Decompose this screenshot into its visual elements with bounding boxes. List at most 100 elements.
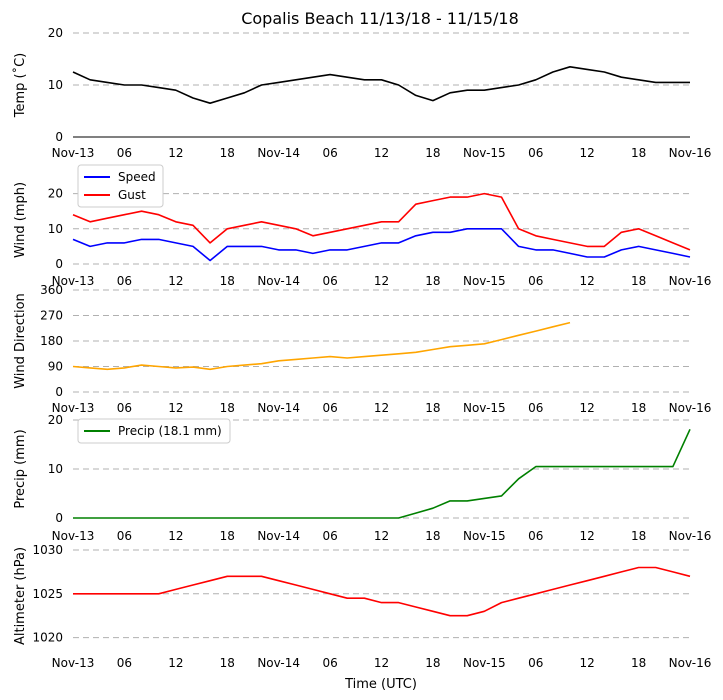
wind-y-tick-label: 0 <box>55 257 63 271</box>
wind-x-tick-label: Nov-16 <box>669 274 712 288</box>
altimeter-series-line-altimeter <box>73 566 691 617</box>
wind-legend-box <box>77 164 164 208</box>
direction-x-tick-label: Nov-15 <box>463 401 506 415</box>
wind-x-tick-label: Nov-15 <box>463 274 506 288</box>
precip-legend-label: Precip (18.1 mm) <box>118 424 222 438</box>
direction-x-tick-label: 18 <box>631 401 646 415</box>
temp-x-tick-label: Nov-14 <box>257 146 300 160</box>
altimeter-panel: 1020 1025 1030 Nov-13 06 12 18 Nov-14 06 12 18 Nov-… <box>13 543 711 670</box>
altimeter-x-tick-label: Nov-15 <box>463 656 506 670</box>
wind-y-tick-label: 10 <box>48 222 63 236</box>
precip-x-tick-label: 12 <box>580 529 595 543</box>
precip-legend-box <box>77 418 231 444</box>
precip-x-tick-label: 12 <box>374 529 389 543</box>
temp-x-tick-label: 18 <box>425 146 440 160</box>
temp-x-tick-label: 18 <box>220 146 235 160</box>
direction-x-tick-label: 06 <box>322 401 337 415</box>
altimeter-y-axis-label: Altimeter (hPa) <box>13 547 28 645</box>
wind-x-tick-label: 06 <box>117 274 132 288</box>
temp-x-tick-label: 12 <box>168 146 183 160</box>
direction-x-tick-label: Nov-16 <box>669 401 712 415</box>
direction-x-tick-label: 18 <box>220 401 235 415</box>
temp-x-tick-label: 12 <box>580 146 595 160</box>
direction-x-tick-label: Nov-14 <box>257 401 300 415</box>
altimeter-x-tick-label: Nov-14 <box>257 656 300 670</box>
altimeter-x-tick-label: 12 <box>580 656 595 670</box>
temp-x-tick-label: Nov-15 <box>463 146 506 160</box>
altimeter-x-tick-label: 12 <box>168 656 183 670</box>
precip-x-tick-label: 18 <box>425 529 440 543</box>
direction-x-tick-label: 12 <box>374 401 389 415</box>
precip-x-tick-label: 06 <box>528 529 543 543</box>
altimeter-x-tick-label: Nov-16 <box>669 656 712 670</box>
temp-panel: 0 10 20 Nov-13 06 12 18 Nov-14 06 12 18 Nov-15 06 12 1… <box>12 26 711 160</box>
direction-y-axis-label: Wind Direction <box>13 293 28 389</box>
precip-y-tick-label: 0 <box>55 511 63 525</box>
altimeter-x-tick-label: 18 <box>425 656 440 670</box>
temp-x-tick-label: 06 <box>528 146 543 160</box>
precip-series-line-precip-18-1-mm- <box>73 428 691 519</box>
direction-y-tick-label: 180 <box>40 334 63 348</box>
wind-series-line-gust <box>72 192 691 251</box>
temp-y-tick-label: 20 <box>48 26 63 40</box>
wind-panel: 0 10 20 Nov-13 06 12 18 Nov-14 06 12 18 Nov-15 06 12 1… <box>13 164 712 288</box>
wind-x-tick-label: 18 <box>425 274 440 288</box>
wind-x-tick-label: Nov-13 <box>52 274 95 288</box>
wind-x-tick-label: 12 <box>168 274 183 288</box>
precip-x-tick-label: 12 <box>168 529 183 543</box>
precip-x-tick-label: 06 <box>117 529 132 543</box>
direction-x-tick-label: 12 <box>168 401 183 415</box>
wind-x-tick-label: 18 <box>631 274 646 288</box>
direction-x-tick-label: 18 <box>425 401 440 415</box>
altimeter-x-tick-label: 06 <box>528 656 543 670</box>
wind-x-tick-label: 06 <box>322 274 337 288</box>
precip-y-tick-label: 20 <box>48 413 63 427</box>
chart-title: Copalis Beach 11/13/18 - 11/15/18 <box>241 9 519 28</box>
direction-x-tick-label: 06 <box>117 401 132 415</box>
temp-y-axis-label: Temp (˚C) <box>12 53 28 119</box>
temp-x-tick-label: 06 <box>117 146 132 160</box>
direction-x-tick-label: 06 <box>528 401 543 415</box>
altimeter-x-tick-label: 18 <box>220 656 235 670</box>
temp-x-tick-label: 06 <box>322 146 337 160</box>
altimeter-x-tick-label: 18 <box>631 656 646 670</box>
altimeter-x-tick-label: 12 <box>374 656 389 670</box>
temp-x-tick-label: Nov-13 <box>52 146 95 160</box>
temp-y-tick-label: 10 <box>48 78 63 92</box>
precip-panel: 0 10 20 Nov-13 06 12 18 Nov-14 06 12 18 Nov-15 06 12 1… <box>13 413 711 543</box>
precip-x-tick-label: Nov-14 <box>257 529 300 543</box>
direction-x-tick-label: 12 <box>580 401 595 415</box>
altimeter-y-tick-label: 1020 <box>32 631 63 645</box>
wind-x-tick-label: Nov-14 <box>257 274 300 288</box>
precip-x-tick-label: Nov-13 <box>52 529 95 543</box>
wind-y-axis-label: Wind (mph) <box>13 182 28 258</box>
direction-y-tick-label: 90 <box>48 360 63 374</box>
wind-x-tick-label: 06 <box>528 274 543 288</box>
temp-y-tick-label: 0 <box>55 130 63 144</box>
altimeter-y-tick-label: 1030 <box>32 543 63 557</box>
temp-x-tick-label: 12 <box>374 146 389 160</box>
precip-x-tick-label: 06 <box>322 529 337 543</box>
altimeter-x-tick-label: 06 <box>322 656 337 670</box>
precip-x-tick-label: Nov-16 <box>669 529 712 543</box>
precip-x-tick-label: 18 <box>631 529 646 543</box>
precip-x-tick-label: Nov-15 <box>463 529 506 543</box>
x-axis-label: Time (UTC) <box>344 677 417 692</box>
wind-x-tick-label: 18 <box>220 274 235 288</box>
wind-legend-label: Gust <box>118 188 146 202</box>
altimeter-y-tick-label: 1025 <box>32 587 63 601</box>
precip-y-axis-label: Precip (mm) <box>13 429 28 508</box>
precip-x-tick-label: 18 <box>220 529 235 543</box>
wind-legend: Speed Gust <box>77 164 164 208</box>
precip-legend: Precip (18.1 mm) <box>77 418 231 444</box>
direction-y-tick-label: 360 <box>40 283 63 297</box>
direction-series-line-direction <box>73 323 690 370</box>
wind-series-line-speed <box>72 228 691 262</box>
temp-series-line-temp <box>72 66 690 104</box>
precip-y-tick-label: 10 <box>48 462 63 476</box>
wind-x-tick-label: 12 <box>374 274 389 288</box>
altimeter-x-tick-label: Nov-13 <box>52 656 95 670</box>
wind-y-tick-label: 20 <box>48 187 63 201</box>
